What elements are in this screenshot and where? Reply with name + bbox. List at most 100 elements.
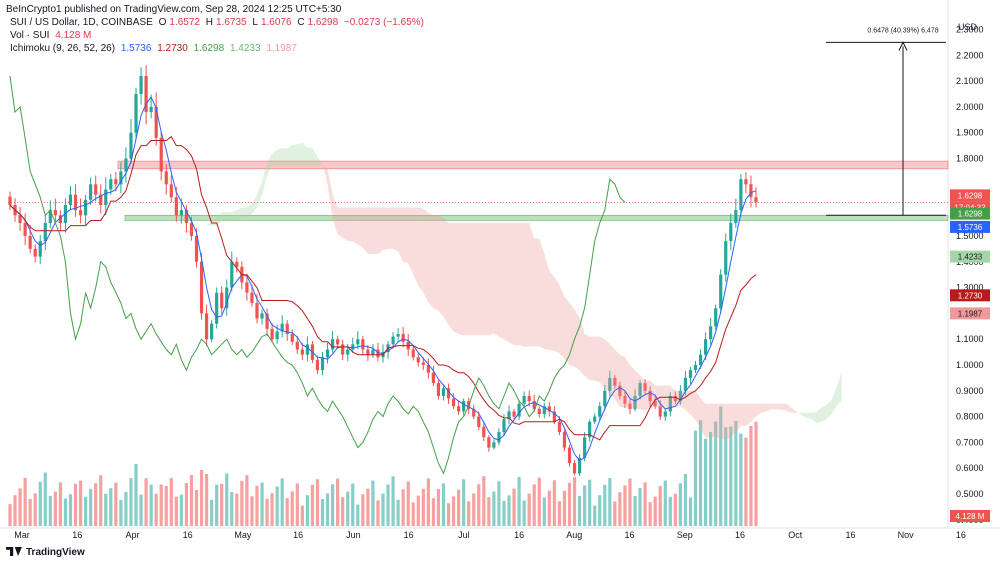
price-tag-span-a (950, 250, 990, 263)
cloud-segment (811, 411, 817, 424)
candle (688, 370, 693, 378)
volume-bar (84, 496, 88, 526)
cloud-segment (272, 149, 278, 167)
volume-bar (739, 433, 743, 526)
candle (341, 344, 345, 355)
volume-bar (487, 497, 491, 526)
candle (33, 248, 37, 257)
x-tick-label: 16 (514, 530, 524, 540)
volume-bar (512, 488, 516, 526)
cloud-segment (262, 162, 268, 195)
candle (497, 432, 501, 443)
volume-bar (451, 496, 456, 526)
volume-bar (502, 501, 506, 526)
y-tick-label: 0.5000 (956, 489, 984, 499)
candle (255, 303, 259, 319)
x-tick-label: 16 (404, 530, 414, 540)
low-value: 1.6076 (260, 17, 292, 28)
price-tag-label: 1.5736 (958, 223, 983, 232)
cloud-segment (342, 207, 348, 242)
ichimoku-label[interactable]: Ichimoku (9, 26, 52, 26) (10, 43, 116, 54)
cloud-segment (529, 223, 535, 347)
volume-bar (638, 488, 642, 526)
candle (320, 357, 325, 371)
volume-bar (693, 430, 698, 526)
cloud-segment (423, 208, 429, 303)
volume-bar (673, 493, 677, 526)
volume-bar (431, 498, 436, 526)
volume-bar (749, 426, 753, 526)
candle (462, 401, 466, 412)
cloud-segment (156, 220, 162, 227)
volume-bar (567, 482, 572, 526)
cloud-segment (282, 148, 288, 167)
volume-bar (714, 421, 718, 526)
candle (658, 406, 662, 417)
price-tag-label: 1.1987 (958, 309, 983, 318)
cloud-segment (287, 144, 293, 167)
volume-bar (119, 500, 123, 526)
cloud-segment (383, 207, 389, 251)
candle (124, 158, 128, 172)
price-tag-tenkan (950, 220, 990, 233)
candle (109, 179, 113, 190)
candle (260, 313, 264, 319)
volume-bar (184, 483, 189, 526)
volume-bar (628, 478, 632, 526)
y-tick-label: 1.5000 (956, 231, 984, 241)
cloud-segment (635, 370, 641, 410)
cloud-segment (241, 207, 247, 218)
tenkan-line (9, 96, 757, 462)
candle (431, 372, 436, 384)
change-value: −0.0273 (−1.65%) (343, 17, 424, 28)
symbol-title[interactable]: SUI / US Dollar, 1D, COINBASE (10, 17, 153, 28)
volume-bar (406, 481, 410, 526)
x-tick-label: Apr (125, 530, 139, 540)
candle (451, 398, 456, 407)
volume-bar (336, 478, 340, 526)
volume-bar (270, 493, 274, 526)
cloud-segment (816, 407, 822, 424)
volume-bar (507, 495, 511, 526)
cloud-segment (297, 143, 303, 167)
cloud-segment (509, 223, 515, 345)
volume-bar (648, 502, 652, 526)
x-tick-label: 16 (956, 530, 966, 540)
candle (507, 411, 511, 420)
cloud-segment (725, 403, 731, 440)
x-tick-label: 16 (183, 530, 193, 540)
volume-bar (391, 476, 395, 526)
y-tick-label: 1.9000 (956, 128, 984, 138)
candle (149, 106, 153, 113)
volume-bar (250, 496, 254, 526)
volume-bar (89, 488, 93, 526)
cloud-segment (377, 207, 383, 255)
candle (411, 349, 415, 358)
cloud-segment (554, 277, 560, 354)
volume-value: 4.128 M (55, 30, 92, 41)
cloud-segment (599, 336, 605, 388)
candle (265, 313, 269, 329)
cloud-segment (750, 403, 756, 422)
cloud-segment (388, 207, 394, 249)
cloud-segment (544, 254, 550, 351)
volume-bar (472, 493, 476, 526)
volume-bar (542, 497, 546, 526)
candle (174, 197, 178, 216)
tradingview-logo[interactable]: TradingView (6, 547, 85, 558)
volume-label[interactable]: Vol · SUI (10, 30, 50, 41)
volume-bar (441, 483, 446, 526)
candle (225, 287, 229, 309)
cloud-segment (740, 403, 746, 426)
volume-bar (356, 504, 360, 526)
cloud-segment (584, 334, 590, 380)
volume-bar (245, 475, 249, 526)
x-tick-label: May (234, 530, 252, 540)
volume-bar (477, 484, 481, 526)
candle (371, 349, 375, 355)
candle (139, 75, 143, 95)
candle (134, 94, 138, 133)
candle (724, 241, 728, 275)
candle (482, 426, 486, 438)
